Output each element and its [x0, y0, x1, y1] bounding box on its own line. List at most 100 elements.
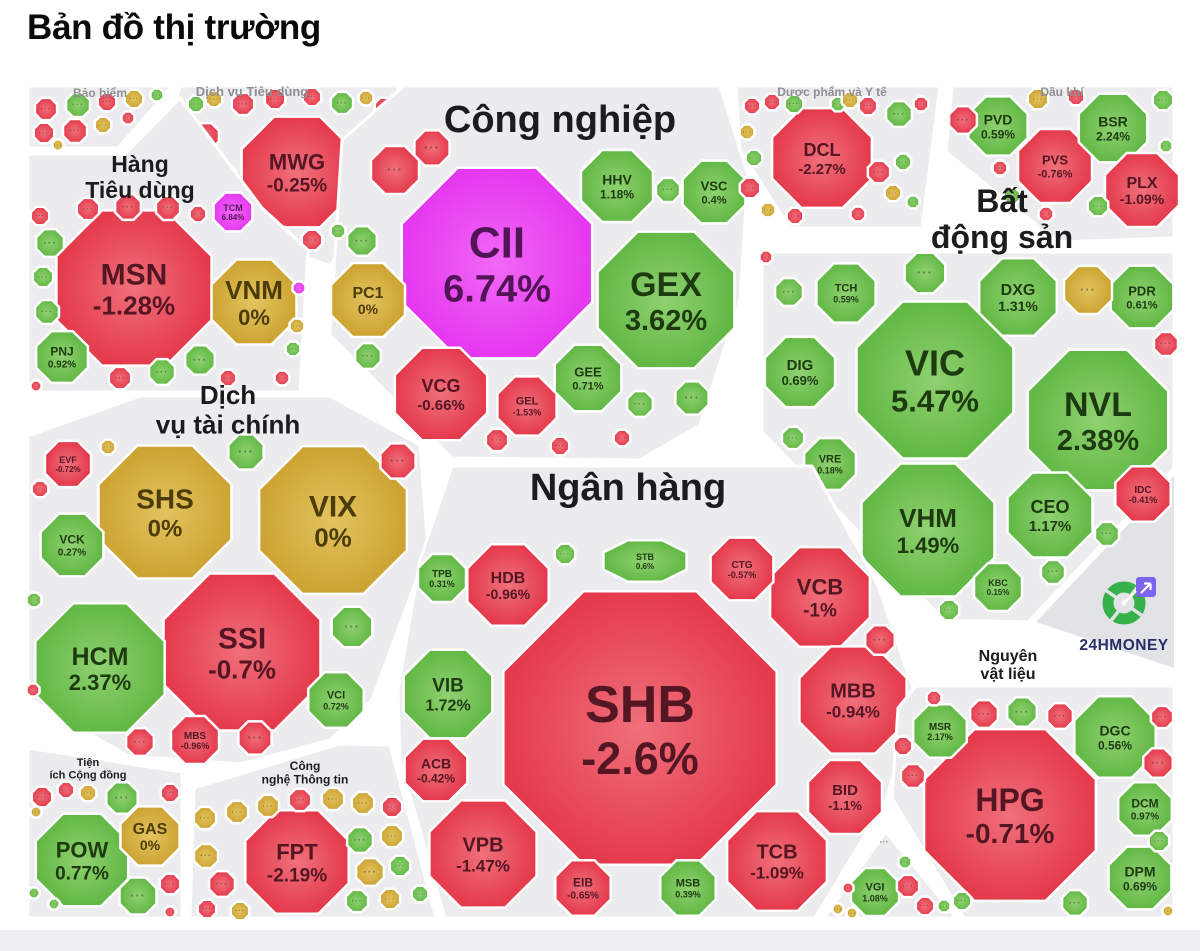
- stock-tile-DCL[interactable]: DCL-2.27%: [770, 106, 874, 210]
- stock-tile-small[interactable]: ···: [759, 201, 777, 219]
- stock-tile-small[interactable]: ···: [1037, 205, 1055, 223]
- stock-tile-small[interactable]: ···: [357, 89, 375, 107]
- stock-tile-small[interactable]: ···: [32, 121, 56, 145]
- stock-tile-small[interactable]: ···: [549, 435, 571, 457]
- stock-tile-small[interactable]: ···: [1151, 88, 1175, 112]
- stock-tile-small[interactable]: ···: [378, 887, 402, 911]
- stock-tile-small[interactable]: ···: [625, 389, 655, 419]
- stock-tile-small[interactable]: ···: [33, 96, 59, 122]
- stock-tile-EVF[interactable]: EVF-0.72%: [43, 439, 93, 489]
- stock-tile-small[interactable]: ···: [413, 129, 451, 167]
- stock-tile-small[interactable]: ···: [345, 825, 375, 855]
- stock-tile-small[interactable]: ···: [841, 881, 855, 895]
- stock-tile-small[interactable]: ···: [291, 280, 307, 296]
- stock-tile-HPG[interactable]: HPG-0.71%: [922, 727, 1098, 903]
- stock-tile-small[interactable]: ···: [105, 781, 139, 815]
- stock-tile-VCB[interactable]: VCB-1%: [768, 545, 872, 649]
- stock-tile-small[interactable]: ···: [124, 726, 156, 758]
- stock-tile-small[interactable]: ···: [773, 276, 805, 308]
- stock-tile-small[interactable]: ···: [380, 795, 404, 819]
- stock-tile-small[interactable]: ···: [350, 790, 376, 816]
- stock-tile-small[interactable]: ···: [230, 91, 256, 117]
- stock-tile-small[interactable]: ···: [287, 787, 313, 813]
- stock-tile-small[interactable]: ···: [780, 425, 806, 451]
- stock-tile-small[interactable]: ···: [951, 890, 973, 912]
- stock-tile-small[interactable]: ···: [147, 357, 177, 387]
- stock-tile-small[interactable]: ···: [320, 786, 346, 812]
- stock-tile-small[interactable]: ···: [895, 873, 921, 899]
- stock-tile-small[interactable]: ···: [29, 379, 43, 393]
- stock-tile-small[interactable]: ···: [93, 115, 113, 135]
- stock-tile-small[interactable]: ···: [388, 854, 412, 878]
- stock-tile-small[interactable]: ···: [154, 194, 182, 222]
- stock-tile-small[interactable]: ···: [61, 117, 89, 145]
- stock-tile-small[interactable]: ···: [744, 148, 764, 168]
- stock-tile-small[interactable]: ···: [329, 222, 347, 240]
- stock-tile-small[interactable]: ···: [845, 906, 859, 920]
- stock-tile-small[interactable]: ···: [183, 343, 217, 377]
- stock-tile-small[interactable]: ···: [379, 823, 405, 849]
- stock-tile-small[interactable]: ···: [379, 442, 417, 480]
- stock-tile-SSI[interactable]: SSI-0.7%: [162, 572, 322, 732]
- stock-tile-small[interactable]: ···: [1060, 888, 1090, 918]
- stock-tile-small[interactable]: ···: [78, 783, 98, 803]
- stock-tile-small[interactable]: ···: [120, 110, 136, 126]
- stock-tile-small[interactable]: ···: [892, 735, 914, 757]
- stock-tile-small[interactable]: ···: [159, 782, 181, 804]
- stock-tile-small[interactable]: ···: [410, 884, 430, 904]
- stock-tile-small[interactable]: ···: [738, 176, 762, 200]
- stock-tile-small[interactable]: ···: [188, 204, 208, 224]
- stock-tile-small[interactable]: ···: [937, 598, 961, 622]
- stock-tile-small[interactable]: ···: [884, 99, 914, 129]
- stock-tile-small[interactable]: ···: [553, 542, 577, 566]
- stock-tile-small[interactable]: ···: [255, 793, 281, 819]
- stock-tile-small[interactable]: ···: [912, 95, 930, 113]
- stock-tile-small[interactable]: ···: [840, 90, 860, 110]
- stock-tile-small[interactable]: ···: [914, 895, 936, 917]
- stock-tile-small[interactable]: ···: [484, 427, 510, 453]
- stock-tile-MBS[interactable]: MBS-0.96%: [169, 714, 221, 766]
- stock-tile-small[interactable]: ···: [1039, 558, 1067, 586]
- stock-tile-small[interactable]: ···: [29, 205, 51, 227]
- stock-tile-small[interactable]: ···: [123, 88, 145, 110]
- stock-tile-small[interactable]: ···: [330, 605, 374, 649]
- stock-tile-small[interactable]: ···: [186, 94, 206, 114]
- stock-tile-ACB[interactable]: ACB-0.42%: [403, 737, 469, 803]
- stock-tile-VPB[interactable]: VPB-1.47%: [428, 799, 538, 909]
- stock-tile-small[interactable]: ···: [224, 799, 250, 825]
- stock-tile-small[interactable]: ···: [288, 317, 306, 335]
- stock-tile-small[interactable]: ···: [196, 898, 218, 920]
- stock-tile-small[interactable]: ···: [33, 298, 61, 326]
- stock-tile-small[interactable]: ···: [783, 93, 805, 115]
- stock-tile-small[interactable]: ···: [218, 368, 238, 388]
- stock-tile-small[interactable]: ···: [204, 89, 224, 109]
- stock-tile-small[interactable]: ···: [738, 123, 756, 141]
- stock-tile-IDC[interactable]: IDC-0.41%: [1114, 465, 1172, 523]
- stock-tile-small[interactable]: ···: [158, 872, 182, 896]
- stock-tile-small[interactable]: ···: [991, 159, 1009, 177]
- stock-tile-small[interactable]: ···: [47, 897, 61, 911]
- stock-tile-small[interactable]: ···: [30, 785, 54, 809]
